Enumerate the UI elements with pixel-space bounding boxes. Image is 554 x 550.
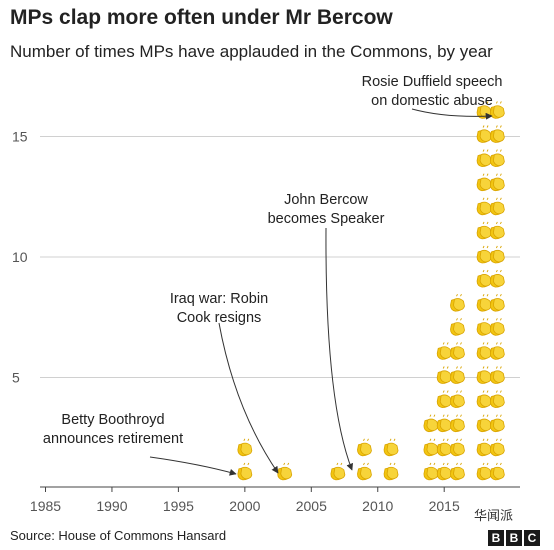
clap-icon xyxy=(476,293,492,312)
clap-icon xyxy=(450,438,465,457)
bbc-logo-letter: B xyxy=(488,530,504,546)
clap-icon xyxy=(476,125,492,143)
clap-icon xyxy=(383,438,399,457)
annotation-label: Cook resigns xyxy=(177,310,262,326)
annotation-label: Rosie Duffield speech xyxy=(362,74,503,90)
clap-icon xyxy=(489,318,505,336)
annotation-arrow xyxy=(218,322,279,474)
x-tick-label: 1990 xyxy=(96,498,127,514)
clap-icon xyxy=(330,462,346,481)
clap-icon xyxy=(476,173,492,192)
x-tick-label: 2005 xyxy=(296,498,327,514)
x-tick-label: 1985 xyxy=(30,498,61,514)
clap-icon xyxy=(489,269,505,288)
clap-icon xyxy=(489,342,505,360)
clap-icon xyxy=(436,414,452,433)
chart-title: MPs clap more often under Mr Bercow xyxy=(10,6,393,29)
clap-icon xyxy=(357,462,372,481)
clap-icon xyxy=(450,318,465,336)
clap-icon xyxy=(489,173,505,192)
annotations: Betty Boothroyd announces retirement Iraq … xyxy=(43,74,503,476)
clap-icon xyxy=(476,149,492,168)
watermark-label: 华闻派 xyxy=(474,508,514,523)
bbc-logo-letter: C xyxy=(524,530,540,546)
x-axis: 1985 1990 1995 2000 2005 2010 2015 xyxy=(30,486,520,514)
clap-icon xyxy=(450,414,465,433)
clap-icon xyxy=(476,269,492,288)
y-tick-label: 15 xyxy=(12,129,28,145)
clap-icon xyxy=(423,414,439,433)
y-tick-labels: 5 10 15 xyxy=(12,129,28,386)
clap-icon xyxy=(277,462,293,481)
clap-icon xyxy=(436,390,452,409)
clap-icon xyxy=(489,293,505,312)
clap-icon xyxy=(423,462,439,481)
clap-icons xyxy=(237,101,505,481)
chart-subtitle: Number of times MPs have applauded in th… xyxy=(10,42,493,61)
clap-icon xyxy=(476,366,492,384)
gridlines xyxy=(40,136,520,378)
clap-icon xyxy=(436,342,452,360)
clap-icon xyxy=(357,438,372,457)
annotation-label: becomes Speaker xyxy=(268,211,385,227)
clap-icon xyxy=(476,438,492,457)
annotation-label: Iraq war: Robin xyxy=(170,291,268,307)
clap-icon xyxy=(489,366,505,384)
clap-icon xyxy=(436,366,452,384)
annotation-arrow xyxy=(325,227,354,471)
clap-icon xyxy=(450,293,465,312)
x-tick-label: 2010 xyxy=(362,498,393,514)
y-tick-label: 10 xyxy=(12,249,28,265)
clap-icon xyxy=(476,342,492,360)
annotation-label: announces retirement xyxy=(43,431,183,447)
clap-icon xyxy=(383,462,399,481)
clap-icon xyxy=(489,414,505,433)
clap-icon xyxy=(237,438,253,457)
x-tick-label: 2000 xyxy=(229,498,260,514)
clap-icon xyxy=(476,197,492,216)
annotation-label: Betty Boothroyd xyxy=(61,412,164,428)
clap-icon xyxy=(423,438,439,457)
annotation-label: on domestic abuse xyxy=(371,93,493,109)
clap-icon xyxy=(476,390,492,409)
clap-icon xyxy=(476,245,492,264)
clap-icon xyxy=(436,438,452,457)
x-tick-label: 1995 xyxy=(163,498,194,514)
bbc-logo: B B C xyxy=(488,530,540,546)
bbc-logo-letter: B xyxy=(506,530,522,546)
clap-icon xyxy=(476,318,492,336)
clap-icon xyxy=(489,149,505,168)
source-note: Source: House of Commons Hansard xyxy=(10,528,227,543)
y-tick-label: 5 xyxy=(12,370,20,386)
clap-icon xyxy=(450,366,465,384)
clap-icon xyxy=(489,390,505,409)
clap-icon xyxy=(489,438,505,457)
clap-icon xyxy=(450,462,465,481)
clap-icon xyxy=(476,414,492,433)
clap-icon xyxy=(489,125,505,143)
clap-icon xyxy=(436,462,452,481)
clap-icon xyxy=(476,462,492,481)
x-tick-label: 2015 xyxy=(429,498,460,514)
clap-icon xyxy=(489,245,505,264)
clap-icon xyxy=(450,390,465,409)
clap-icon xyxy=(489,101,505,119)
annotation-arrow xyxy=(149,456,237,476)
clap-icon xyxy=(489,221,505,240)
annotation-arrow xyxy=(411,108,493,120)
clap-icon xyxy=(489,462,505,481)
clap-icon xyxy=(450,342,465,360)
annotation-label: John Bercow xyxy=(284,192,368,208)
clap-icon xyxy=(476,221,492,240)
clap-icon xyxy=(237,462,253,481)
clap-icon xyxy=(489,197,505,216)
